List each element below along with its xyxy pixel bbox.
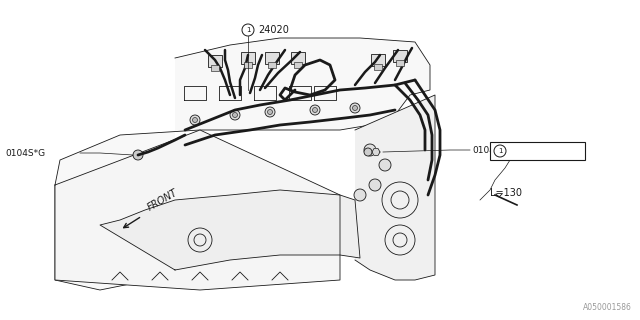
Bar [244,62,252,68]
Circle shape [232,113,237,117]
Circle shape [350,103,360,113]
Bar [268,62,276,68]
Bar [371,54,385,66]
Circle shape [364,148,372,156]
Bar [265,52,279,64]
Circle shape [268,109,273,115]
Circle shape [379,159,391,171]
Text: 1: 1 [498,148,502,154]
Polygon shape [355,95,435,280]
Circle shape [369,179,381,191]
Circle shape [353,106,358,110]
Bar [393,50,407,62]
Bar [291,52,305,64]
Bar [208,55,222,67]
Circle shape [133,150,143,160]
Text: FRONT: FRONT [146,188,180,213]
Bar [294,62,302,68]
Text: 0104S*G: 0104S*G [472,146,512,155]
Text: 0104S*G: 0104S*G [5,148,45,157]
Polygon shape [55,38,430,290]
Circle shape [193,117,198,123]
Circle shape [354,189,366,201]
Circle shape [230,110,240,120]
Bar [396,60,404,66]
Circle shape [190,115,200,125]
Circle shape [312,108,317,113]
Bar [374,64,382,70]
Polygon shape [100,190,360,270]
Bar [490,142,585,160]
Text: 1: 1 [246,27,250,33]
Text: 24226: 24226 [512,146,545,156]
Text: 24020: 24020 [258,25,289,35]
Bar [241,52,255,64]
Polygon shape [55,130,340,290]
Text: A050001586: A050001586 [583,303,632,312]
Circle shape [265,107,275,117]
Circle shape [364,144,376,156]
Circle shape [310,105,320,115]
Bar [211,65,219,71]
Polygon shape [372,148,380,156]
Text: L=130: L=130 [490,188,522,198]
